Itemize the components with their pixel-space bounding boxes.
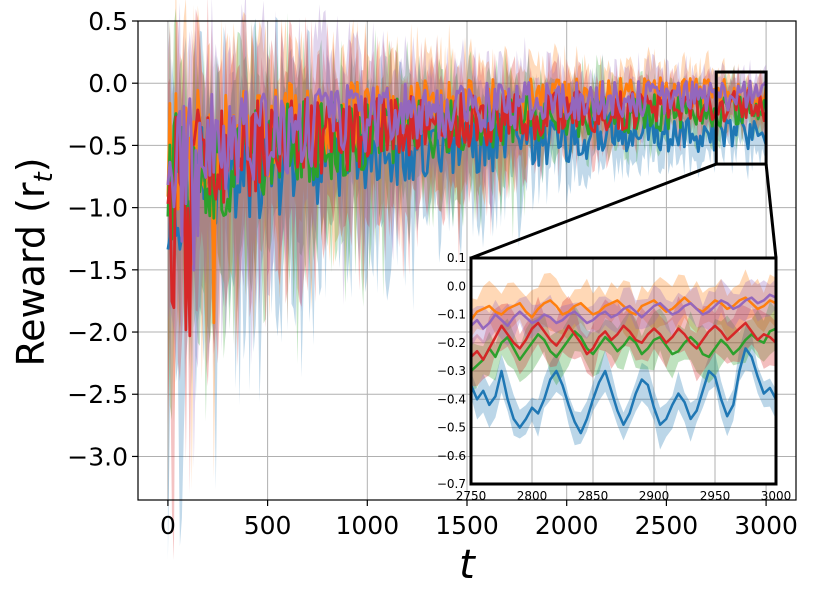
main-xticks: 0 500 1000 1500 2000 2500 3000 — [160, 500, 798, 540]
main-xtick-label: 500 — [244, 511, 292, 540]
zoom-box — [714, 70, 768, 166]
inset-chart: 2750 2800 2850 2900 2950 3000 0.1 0.0 −0.1 −0.2 −… — [437, 251, 791, 503]
main-ytick-label: −2.0 — [67, 318, 128, 347]
x-axis-label: t — [459, 542, 476, 588]
main-line-purple — [166, 79, 768, 272]
main-ytick-label: 0.5 — [88, 7, 128, 36]
inset-ytick-label: −0.4 — [437, 392, 466, 406]
main-ytick-label: −2.5 — [67, 380, 128, 409]
main-xtick-label: 1000 — [335, 511, 399, 540]
inset-ytick-label: −0.7 — [437, 477, 466, 491]
inset-ytick-label: −0.2 — [437, 336, 466, 350]
inset-line-blue — [469, 347, 778, 435]
inset-yticks: 0.1 0.0 −0.1 −0.2 −0.3 −0.4 −0.5 −0.6 −0.7 — [437, 251, 466, 491]
main-band-blue — [167, 16, 767, 560]
inset-xticks: 2750 2800 2850 2900 2950 3000 — [456, 489, 792, 503]
y-axis-label-main: Reward (r — [9, 182, 53, 366]
inset-band-red — [471, 296, 776, 387]
inset-ytick-label: −0.5 — [437, 421, 466, 435]
main-yticks: 0.5 0.0 −0.5 −1.0 −1.5 −2.0 −2.5 −3.0 — [67, 7, 138, 471]
inset-ytick-label: −0.3 — [437, 364, 466, 378]
main-xtick-label: 3000 — [734, 511, 798, 540]
inset-xtick-label: 2800 — [517, 489, 548, 503]
y-axis-label-close: ) — [9, 157, 53, 172]
inset-xtick-label: 2900 — [639, 489, 670, 503]
main-ytick-label: −1.0 — [67, 194, 128, 223]
inset-line-purple — [470, 293, 777, 330]
main-ytick-label: −0.5 — [67, 131, 128, 160]
inset-ytick-label: 0.1 — [447, 251, 466, 265]
inset-ytick-label: −0.6 — [437, 449, 466, 463]
inset-xtick-label: 2950 — [700, 489, 731, 503]
inset-line-red — [470, 321, 777, 361]
inset-lines — [469, 293, 778, 435]
inset-xtick-label: 3000 — [761, 489, 792, 503]
inset-axes-frame — [469, 256, 778, 486]
inset-xtick-label: 2850 — [578, 489, 609, 503]
main-xtick-label: 1500 — [435, 511, 499, 540]
inset-ytick-label: −0.1 — [437, 308, 466, 322]
inset-line-green — [470, 327, 777, 372]
zoom-connector-left — [470, 162, 717, 260]
zoom-connector-right — [764, 163, 778, 259]
main-ytick-label: 0.0 — [88, 69, 128, 98]
main-xtick-label: 2000 — [535, 511, 599, 540]
inset-band-purple — [471, 278, 776, 348]
inset-line-orange — [469, 296, 777, 321]
main-ytick-label: −3.0 — [67, 442, 128, 471]
main-lines — [166, 76, 768, 338]
inset-xtick-label: 2750 — [456, 489, 487, 503]
inset-ytick-label: 0.0 — [447, 279, 466, 293]
y-axis-label-subscript: t — [29, 171, 59, 182]
main-ytick-label: −1.5 — [67, 256, 128, 285]
main-xtick-label: 2500 — [635, 511, 699, 540]
main-xtick-label: 0 — [160, 511, 176, 540]
y-axis-label: Reward (rt) — [9, 157, 59, 366]
